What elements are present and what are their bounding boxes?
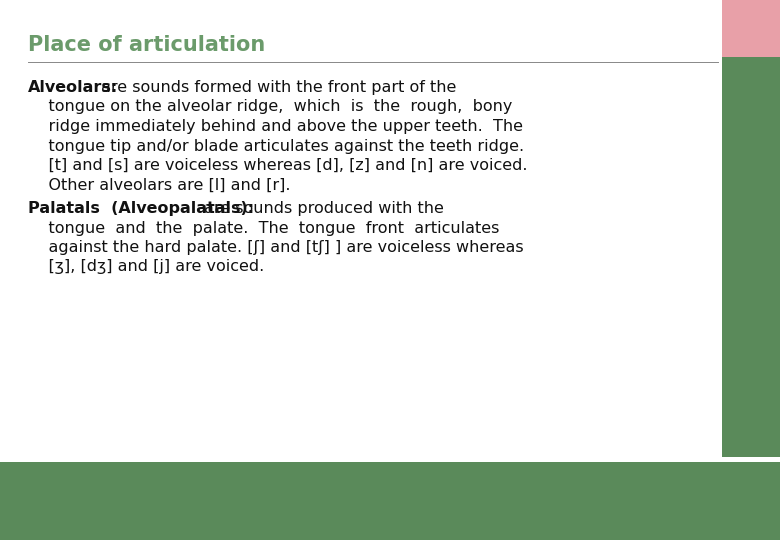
- Text: tongue  and  the  palate.  The  tongue  front  articulates: tongue and the palate. The tongue front …: [28, 220, 499, 235]
- Bar: [722, 0, 780, 57]
- Text: Deanship of E-Learning and Distance Education: Deanship of E-Learning and Distance Educ…: [87, 492, 353, 502]
- Text: جامعة الملك فيصل: جامعة الملك فيصل: [526, 475, 654, 488]
- Text: against the hard palate. [ʃ] and [tʃ] ] are voiceless whereas: against the hard palate. [ʃ] and [tʃ] ] …: [28, 240, 523, 255]
- Bar: [0, 462, 780, 540]
- Text: [t] and [s] are voiceless whereas [d], [z] and [n] are voiced.: [t] and [s] are voiceless whereas [d], […: [28, 158, 527, 173]
- Text: Palatals  (Alveopalatals):: Palatals (Alveopalatals):: [28, 201, 254, 216]
- Text: tongue tip and/or blade articulates against the teeth ridge.: tongue tip and/or blade articulates agai…: [28, 138, 524, 153]
- Text: عمادة التعلم الإلكتروني والتعليم عن بعد: عمادة التعلم الإلكتروني والتعليم عن بعد: [78, 475, 362, 488]
- Text: Other alveolars are [l] and [r].: Other alveolars are [l] and [r].: [28, 178, 290, 192]
- Text: King Faisal University: King Faisal University: [530, 492, 650, 502]
- Text: Place of articulation: Place of articulation: [28, 35, 265, 55]
- Text: ridge immediately behind and above the upper teeth.  The: ridge immediately behind and above the u…: [28, 119, 523, 134]
- Text: [ʒ], [dʒ] and [j] are voiced.: [ʒ], [dʒ] and [j] are voiced.: [28, 260, 264, 274]
- Text: Alveolars:: Alveolars:: [28, 80, 119, 95]
- Text: are sounds produced with the: are sounds produced with the: [204, 201, 444, 216]
- Text: tongue on the alveolar ridge,  which  is  the  rough,  bony: tongue on the alveolar ridge, which is t…: [28, 99, 512, 114]
- Text: [    ]: [ ]: [377, 485, 403, 498]
- Bar: [722, 57, 780, 457]
- Text: are sounds formed with the front part of the: are sounds formed with the front part of…: [101, 80, 456, 95]
